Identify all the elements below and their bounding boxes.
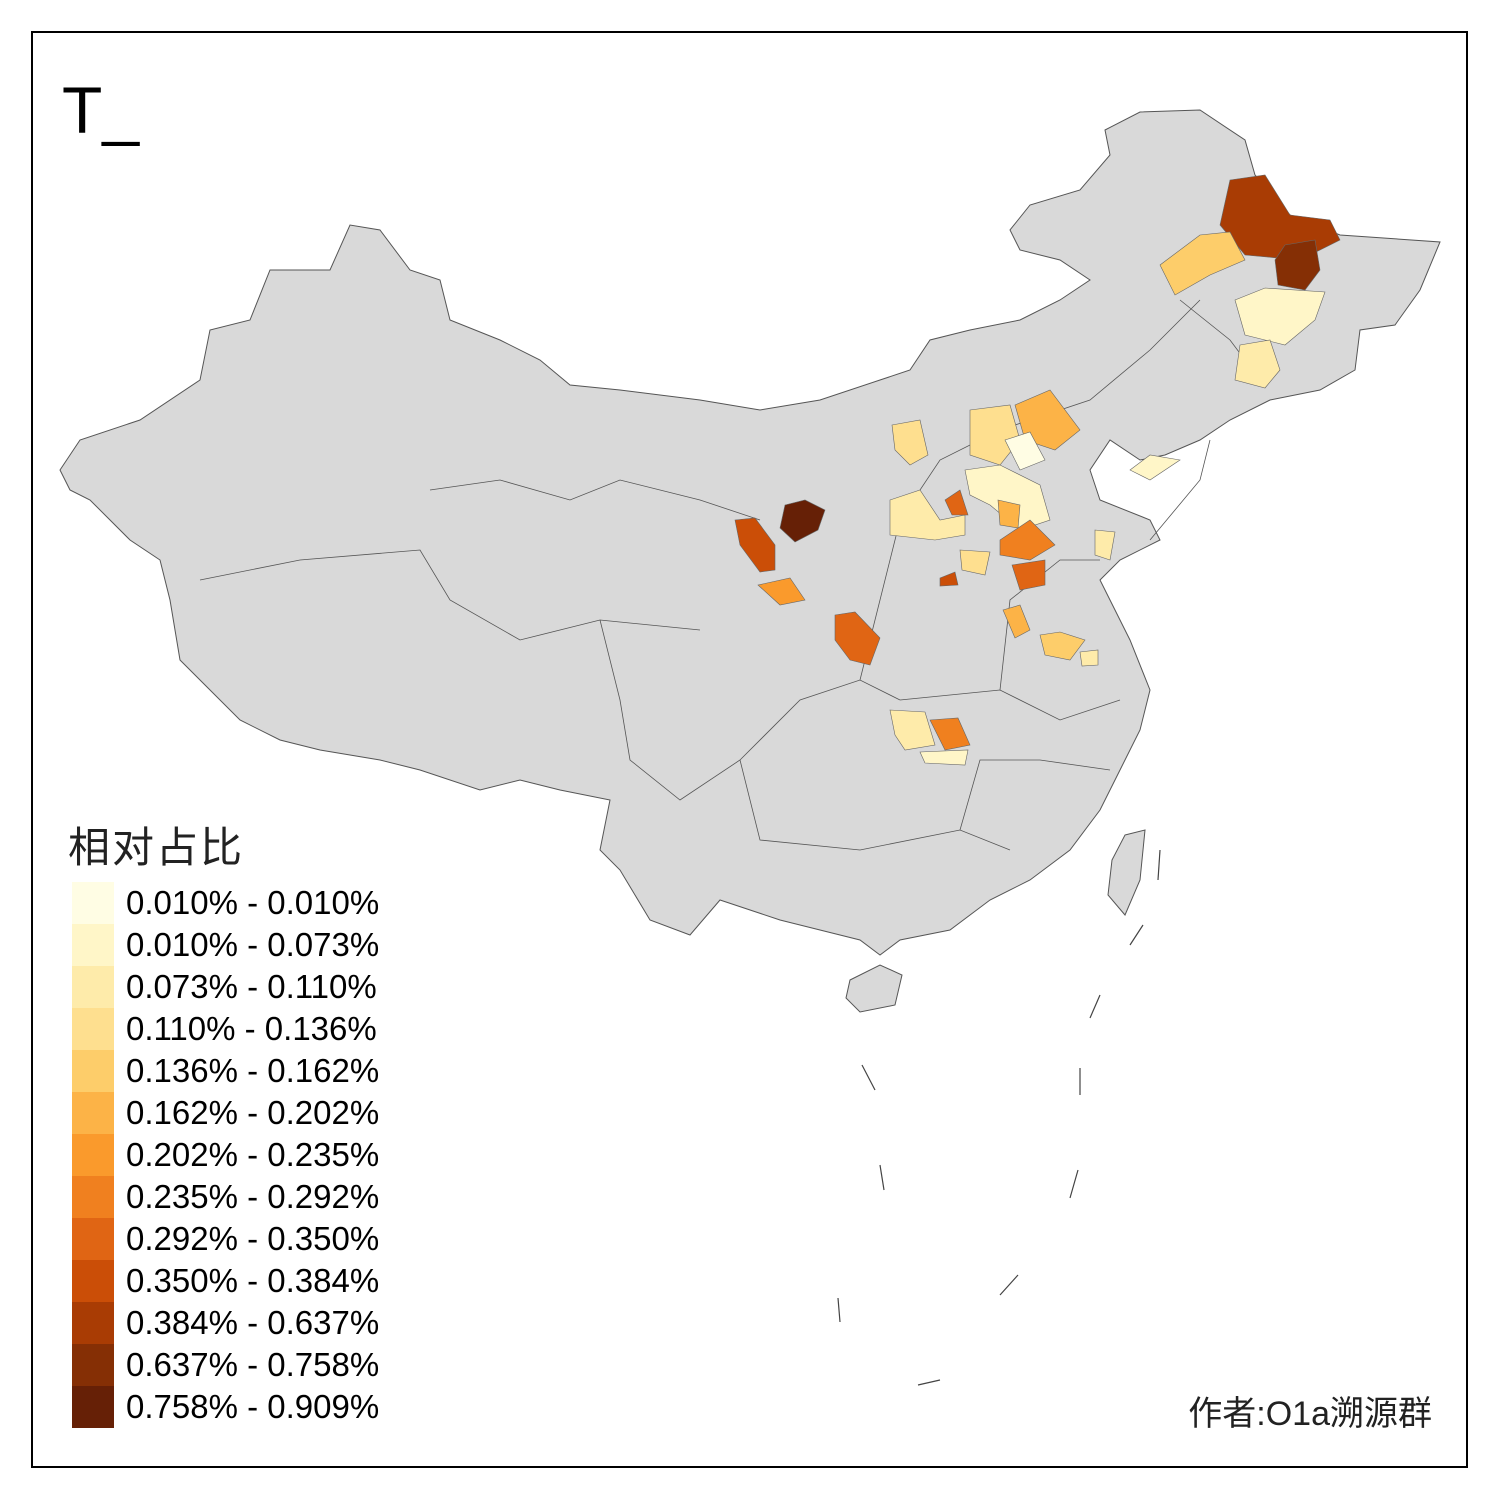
legend-swatch (72, 1050, 114, 1092)
legend-label: 0.292% - 0.350% (126, 1220, 380, 1257)
map-frame (31, 31, 1468, 1468)
region (929, 717, 971, 751)
legend-item: 0.202% - 0.235% (72, 1134, 379, 1176)
region (1159, 231, 1246, 296)
data-regions (734, 174, 1341, 766)
legend-item: 0.110% - 0.136% (72, 1008, 379, 1050)
region (1094, 529, 1116, 561)
legend-item: 0.235% - 0.292% (72, 1176, 379, 1218)
legend-swatch (72, 882, 114, 924)
region (1274, 239, 1321, 291)
legend-item: 0.350% - 0.384% (72, 1260, 379, 1302)
author-credit: 作者:O1a溯源群 (1188, 1395, 1432, 1433)
legend-item: 0.136% - 0.162% (72, 1050, 379, 1092)
legend-label: 0.384% - 0.637% (126, 1304, 380, 1341)
legend-label: 0.010% - 0.010% (126, 884, 380, 921)
legend-swatch (72, 1386, 114, 1428)
region (919, 749, 969, 766)
legend-label: 0.110% - 0.136% (126, 1010, 377, 1047)
legend-swatch (72, 1176, 114, 1218)
legend-title: 相对占比 (68, 824, 245, 871)
south-china-sea-islands (837, 849, 1161, 1386)
legend-swatch (72, 1134, 114, 1176)
legend-swatch (72, 1302, 114, 1344)
legend-item: 0.384% - 0.637% (72, 1302, 379, 1344)
legend-item: 0.637% - 0.758% (72, 1344, 379, 1386)
legend-swatch (72, 1218, 114, 1260)
taiwan-island (1107, 829, 1146, 916)
region (1002, 604, 1031, 639)
region (1234, 339, 1281, 389)
legend-item: 0.162% - 0.202% (72, 1092, 379, 1134)
legend-item: 0.758% - 0.909% (72, 1386, 379, 1428)
legend-label: 0.758% - 0.909% (126, 1388, 380, 1425)
legend-label: 0.202% - 0.235% (126, 1136, 380, 1173)
region (959, 549, 991, 576)
region (891, 419, 929, 466)
legend-label: 0.235% - 0.292% (126, 1178, 380, 1215)
legend-swatch (72, 966, 114, 1008)
hainan-island (845, 964, 903, 1013)
region (999, 519, 1056, 561)
region (757, 577, 806, 606)
legend-label: 0.073% - 0.110% (126, 968, 377, 1005)
region (779, 499, 826, 543)
legend-label: 0.136% - 0.162% (126, 1052, 380, 1089)
region (1039, 631, 1086, 661)
region (1079, 649, 1099, 667)
region (1129, 454, 1181, 481)
region (889, 489, 966, 541)
legend-item: 0.010% - 0.073% (72, 924, 379, 966)
legend-label: 0.162% - 0.202% (126, 1094, 380, 1131)
region (944, 489, 969, 516)
legend-item: 0.010% - 0.010% (72, 882, 379, 924)
legend-item: 0.292% - 0.350% (72, 1218, 379, 1260)
legend-label: 0.350% - 0.384% (126, 1262, 380, 1299)
legend-swatch (72, 924, 114, 966)
legend-swatch (72, 1092, 114, 1134)
legend-swatch (72, 1260, 114, 1302)
region (734, 517, 776, 573)
map-title: T_ (62, 73, 140, 147)
legend: 0.010% - 0.010% 0.010% - 0.073% 0.073% - 0… (72, 882, 379, 1428)
legend-label: 0.637% - 0.758% (126, 1346, 380, 1383)
legend-swatch (72, 1008, 114, 1050)
legend-item: 0.073% - 0.110% (72, 966, 379, 1008)
region (1004, 431, 1046, 471)
region (889, 709, 936, 751)
region (1011, 559, 1046, 591)
region (997, 499, 1021, 529)
region (969, 404, 1021, 466)
region (1234, 287, 1326, 346)
region (834, 611, 881, 666)
legend-label: 0.010% - 0.073% (126, 926, 380, 963)
region (939, 571, 959, 587)
legend-swatch (72, 1344, 114, 1386)
